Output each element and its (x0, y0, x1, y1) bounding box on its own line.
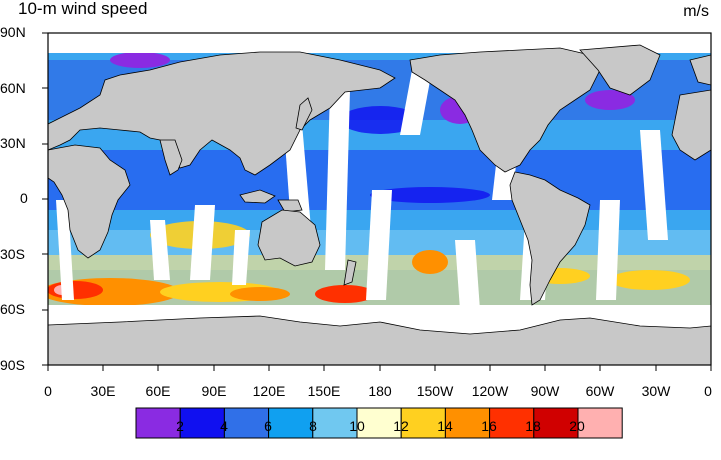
lat-label: 60N (0, 80, 26, 96)
colorbar-label: 14 (437, 418, 453, 434)
eurasia (48, 51, 396, 176)
colorbar-label: 8 (309, 418, 317, 434)
south-america (509, 171, 591, 306)
land-masses (48, 44, 711, 365)
lon-label: 30E (90, 383, 116, 399)
colorbar-label: 2 (176, 418, 184, 434)
lon-label: 120E (252, 383, 286, 399)
lat-label: 30N (0, 135, 26, 151)
colorbar-label: 10 (349, 418, 365, 434)
axis-ticks (42, 32, 712, 371)
lat-label: 60S (0, 301, 25, 317)
lat-label: 90S (0, 357, 25, 373)
lon-label: 120W (471, 383, 509, 399)
colorbar-box (444, 407, 491, 439)
colorbar (135, 407, 623, 439)
colorbar-label: 6 (264, 418, 272, 434)
lon-label: 60E (145, 383, 171, 399)
africa (48, 144, 131, 259)
colorbar-label: 20 (569, 418, 585, 434)
north-america (409, 47, 601, 173)
lon-label: 90E (201, 383, 227, 399)
lat-label: 0 (20, 190, 28, 206)
lat-label: 30S (0, 246, 25, 262)
lon-label: 0 (44, 383, 52, 399)
colorbar-box (489, 407, 535, 439)
colorbar-box (400, 407, 446, 439)
antarctica (48, 315, 711, 365)
lon-label: 180 (368, 383, 392, 399)
lon-label: 90W (530, 383, 560, 399)
lon-label: 150W (416, 383, 454, 399)
colorbar-box (135, 407, 181, 439)
units-label: m/s (683, 3, 709, 20)
lon-label: 0 (704, 383, 712, 399)
colorbar-box (223, 407, 270, 439)
colorbar-label: 12 (393, 418, 409, 434)
colorbar-box (577, 407, 623, 439)
colorbar-label: 16 (481, 418, 497, 434)
colorbar-box (312, 407, 358, 439)
colorbar-label: 18 (525, 418, 541, 434)
lon-label: 60W (585, 383, 615, 399)
map-title: 10-m wind speed (18, 0, 148, 18)
colorbar-box (268, 407, 314, 439)
colorbar-box (179, 407, 225, 439)
lat-label: 90N (0, 24, 26, 40)
australia (257, 209, 321, 267)
lon-label: 150E (307, 383, 341, 399)
lon-label: 30W (641, 383, 671, 399)
colorbar-label: 4 (220, 418, 228, 434)
